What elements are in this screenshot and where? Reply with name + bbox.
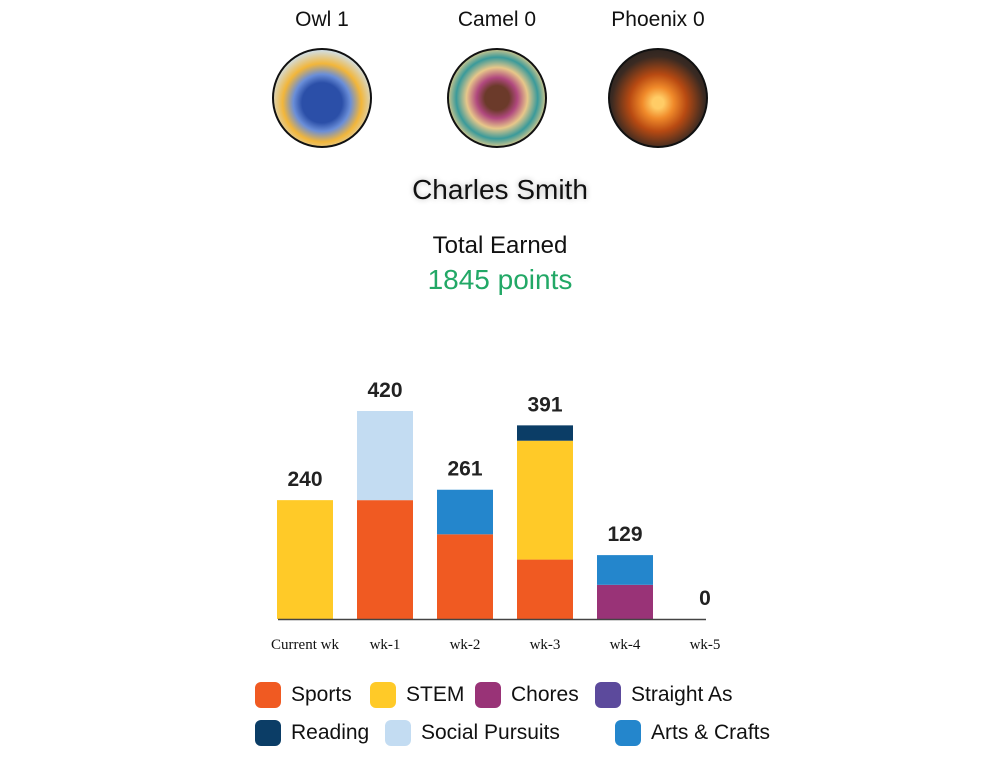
bar-segment-stem [517, 440, 573, 560]
legend-swatch [385, 720, 411, 746]
x-tick-label: Current wk [271, 637, 339, 653]
badge-label: Owl 1 [295, 8, 349, 31]
legend-label: STEM [406, 683, 465, 706]
legend-item: Chores [475, 682, 579, 708]
phoenix-avatar[interactable] [608, 48, 708, 148]
legend-label: Chores [511, 683, 579, 706]
badge-label: Phoenix 0 [611, 8, 705, 31]
legend-label: Social Pursuits [421, 721, 560, 744]
legend-item: STEM [370, 682, 464, 708]
legend-label: Arts & Crafts [651, 721, 771, 744]
legend-label: Straight As [631, 683, 733, 706]
legend-label: Reading [291, 721, 370, 744]
bar-segment-sports [357, 500, 413, 619]
legend-swatch [475, 682, 501, 708]
bar-total-label: 129 [607, 523, 642, 546]
bar-total-label: 0 [699, 587, 711, 610]
bar-total-label: 261 [447, 458, 482, 481]
user-name: Charles Smith [412, 174, 588, 205]
bar-segment-stem [277, 500, 333, 619]
bar-segment-arts-crafts [437, 489, 493, 535]
bar-segment-sports [437, 534, 493, 619]
x-tick-label: wk-3 [530, 637, 561, 653]
legend-item: Straight As [595, 682, 733, 708]
badge-camel: Camel 0 [437, 6, 557, 148]
total-points: 1845 points [427, 264, 573, 295]
legend-swatch [615, 720, 641, 746]
x-tick-label: wk-5 [690, 637, 721, 653]
x-tick-label: wk-2 [450, 637, 481, 653]
owl-avatar[interactable] [272, 48, 372, 148]
bar-segment-social-pursuits [357, 411, 413, 501]
bar-segment-chores [597, 584, 653, 619]
bar-segment-arts-crafts [597, 555, 653, 585]
total-label: Total Earned [432, 232, 568, 259]
x-tick-label: wk-4 [610, 637, 641, 653]
legend-swatch [255, 720, 281, 746]
legend-label: Sports [291, 683, 352, 706]
camel-avatar[interactable] [447, 48, 547, 148]
bar-segment-sports [517, 559, 573, 619]
legend-item: Reading [255, 720, 369, 746]
legend-item: Arts & Crafts [615, 720, 770, 746]
bar-segment-reading [517, 425, 573, 441]
legend-item: Social Pursuits [385, 720, 560, 746]
legend-swatch [595, 682, 621, 708]
legend-swatch [255, 682, 281, 708]
x-tick-label: wk-1 [370, 637, 401, 653]
bar-total-label: 240 [287, 468, 322, 491]
badge-phoenix: Phoenix 0 [598, 6, 718, 148]
legend-item: Sports [255, 682, 352, 708]
bar-total-label: 420 [367, 379, 402, 402]
legend-swatch [370, 682, 396, 708]
badge-label: Camel 0 [457, 8, 537, 31]
badge-owl: Owl 1 [262, 6, 382, 148]
bar-total-label: 391 [527, 393, 562, 416]
